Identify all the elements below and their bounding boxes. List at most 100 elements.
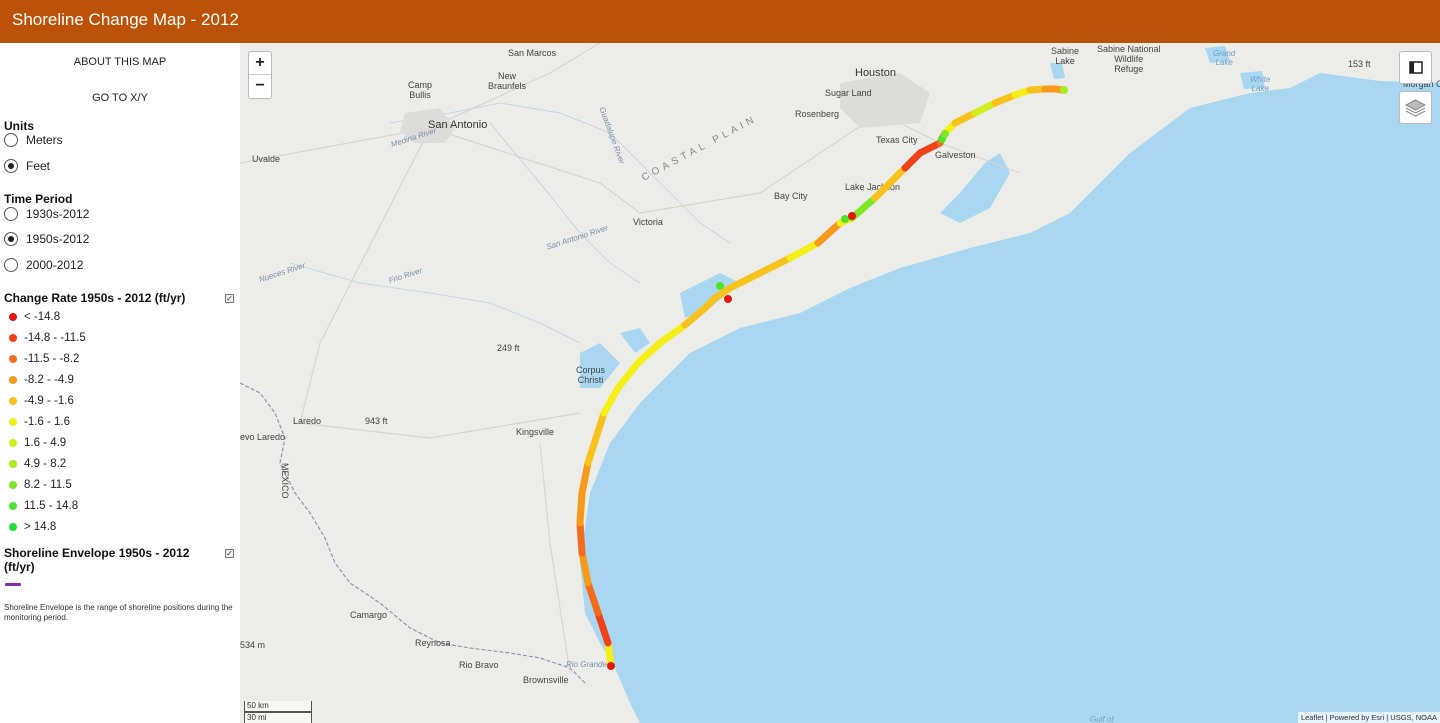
legend-item: -14.8 - -11.5 — [9, 330, 86, 346]
map-label: Sabine Lake — [1051, 46, 1080, 66]
units-title: Units — [4, 119, 34, 133]
shoreline-segment — [576, 519, 586, 557]
shoreline-segment — [576, 489, 586, 527]
map-label: San Antonio — [428, 119, 488, 131]
envelope-swatch — [5, 583, 21, 586]
app-header: Shoreline Change Map - 2012 — [0, 0, 1440, 43]
shoreline-segment — [681, 304, 709, 329]
map-label: Galveston — [935, 150, 976, 160]
zoom-in-button[interactable]: + — [249, 52, 271, 75]
legend-dot — [9, 481, 17, 489]
envelope-checkbox[interactable]: ✓ — [225, 549, 234, 558]
map-label: Kingsville — [516, 427, 555, 437]
map-label: Camargo — [350, 610, 388, 620]
fullscreen-icon — [1409, 61, 1423, 74]
map-label: Gulf of — [1090, 715, 1114, 723]
legend-dot — [9, 334, 17, 342]
shoreline-marker — [724, 295, 732, 303]
us-mexico-border — [240, 382, 586, 684]
change-rate-title: Change Rate 1950s - 2012 (ft/yr) — [4, 291, 186, 305]
zoom-out-button[interactable]: − — [255, 77, 265, 94]
shoreline-segment — [584, 434, 600, 467]
envelope-note: Shoreline Envelope is the range of shore… — [4, 603, 233, 622]
layers-button[interactable] — [1399, 91, 1432, 124]
map-label: Sabine National Wildlife Refuge — [1097, 44, 1161, 74]
radio-button-selected[interactable] — [4, 159, 18, 173]
shoreline-segment — [592, 409, 608, 442]
shoreline-marker — [607, 662, 615, 670]
map-label: Reynosa — [415, 638, 451, 648]
shoreline-change-layer — [576, 85, 1068, 670]
basemap — [240, 43, 1440, 723]
legend-label: -1.6 - 1.6 — [24, 416, 71, 428]
grand-lake — [1205, 46, 1230, 63]
map-label: Rio Bravo — [459, 660, 499, 670]
shoreline-marker — [1060, 86, 1068, 94]
map-label: evo Laredo — [240, 432, 286, 442]
legend-label: -8.2 - -4.9 — [24, 374, 74, 386]
shoreline-segment — [726, 269, 764, 292]
time-period-1930s-option[interactable]: 1930s-2012 — [4, 205, 89, 223]
shoreline-segment — [756, 254, 794, 277]
legend-label: 11.5 - 14.8 — [24, 500, 79, 512]
radio-button[interactable] — [4, 207, 18, 221]
legend-dot — [9, 355, 17, 363]
units-feet-option[interactable]: Feet — [4, 157, 50, 175]
road — [299, 412, 581, 439]
legend-label: < -14.8 — [24, 311, 61, 323]
envelope-title: Shoreline Envelope 1950s - 2012 (ft/yr) — [4, 546, 190, 574]
map-label: Camp Bullis — [408, 80, 433, 100]
goto-xy-link[interactable]: GO TO X/Y — [92, 92, 148, 104]
map-label: Rio Grande — [566, 660, 607, 669]
legend-item: -4.9 - -1.6 — [9, 393, 74, 409]
time-period-option-label: 1930s-2012 — [26, 207, 90, 221]
legend-label: -11.5 - -8.2 — [24, 353, 80, 365]
road — [429, 112, 881, 214]
radio-button[interactable] — [4, 133, 18, 147]
legend-label: -14.8 - -11.5 — [24, 332, 86, 344]
shoreline-marker — [841, 215, 849, 223]
legend-label: 1.6 - 4.9 — [24, 437, 67, 449]
legend-dot — [9, 376, 17, 384]
legend-item: 1.6 - 4.9 — [9, 435, 66, 451]
shoreline-segment — [951, 109, 979, 127]
radio-button[interactable] — [4, 258, 18, 272]
shoreline-marker — [848, 212, 856, 220]
map-label: Uvalde — [252, 154, 281, 164]
shoreline-segment — [786, 239, 822, 262]
map-label: 534 m — [240, 640, 266, 650]
bay-water — [940, 153, 1010, 223]
legend-item: -11.5 - -8.2 — [9, 351, 79, 367]
map-label: Grand Lake — [1213, 49, 1236, 67]
legend-item: 11.5 - 14.8 — [9, 498, 78, 514]
map-label: 249 ft — [497, 343, 520, 353]
time-period-1950s-option[interactable]: 1950s-2012 — [4, 230, 89, 248]
road — [240, 43, 601, 164]
shoreline-segment — [594, 609, 612, 647]
legend-item: 8.2 - 11.5 — [9, 477, 72, 493]
units-meters-option[interactable]: Meters — [4, 131, 63, 149]
map-label: White Lake — [1250, 75, 1271, 93]
map-label: MEXICO — [280, 463, 290, 499]
legend-label: 8.2 - 11.5 — [24, 479, 72, 491]
about-link[interactable]: ABOUT THIS MAP — [73, 56, 167, 68]
river — [289, 262, 581, 344]
shoreline-segment — [871, 179, 894, 202]
fullscreen-button[interactable] — [1399, 51, 1432, 84]
legend-dot — [9, 418, 17, 426]
road — [299, 127, 431, 424]
map-attribution[interactable]: Leaflet | Powered by Esri | USGS, NOAA — [1297, 712, 1440, 723]
legend-label: 4.9 - 8.2 — [24, 458, 67, 470]
shoreline-segment — [916, 139, 944, 157]
map-view[interactable]: San Marcos New Braunfels Camp Bullis San An… — [240, 43, 1440, 723]
legend-item: < -14.8 — [9, 309, 60, 325]
time-period-option-label: 2000-2012 — [26, 258, 84, 272]
scale-mi: 30 mi — [244, 712, 312, 723]
legend-label: > 14.8 — [24, 521, 57, 533]
scale-bar: 50 km 30 mi — [244, 701, 312, 723]
change-rate-checkbox[interactable]: ✓ — [225, 294, 234, 303]
radio-button-selected[interactable] — [4, 232, 18, 246]
shoreline-segment — [584, 579, 602, 617]
time-period-2000-option[interactable]: 2000-2012 — [4, 256, 83, 274]
map-label: Sugar Land — [825, 88, 872, 98]
